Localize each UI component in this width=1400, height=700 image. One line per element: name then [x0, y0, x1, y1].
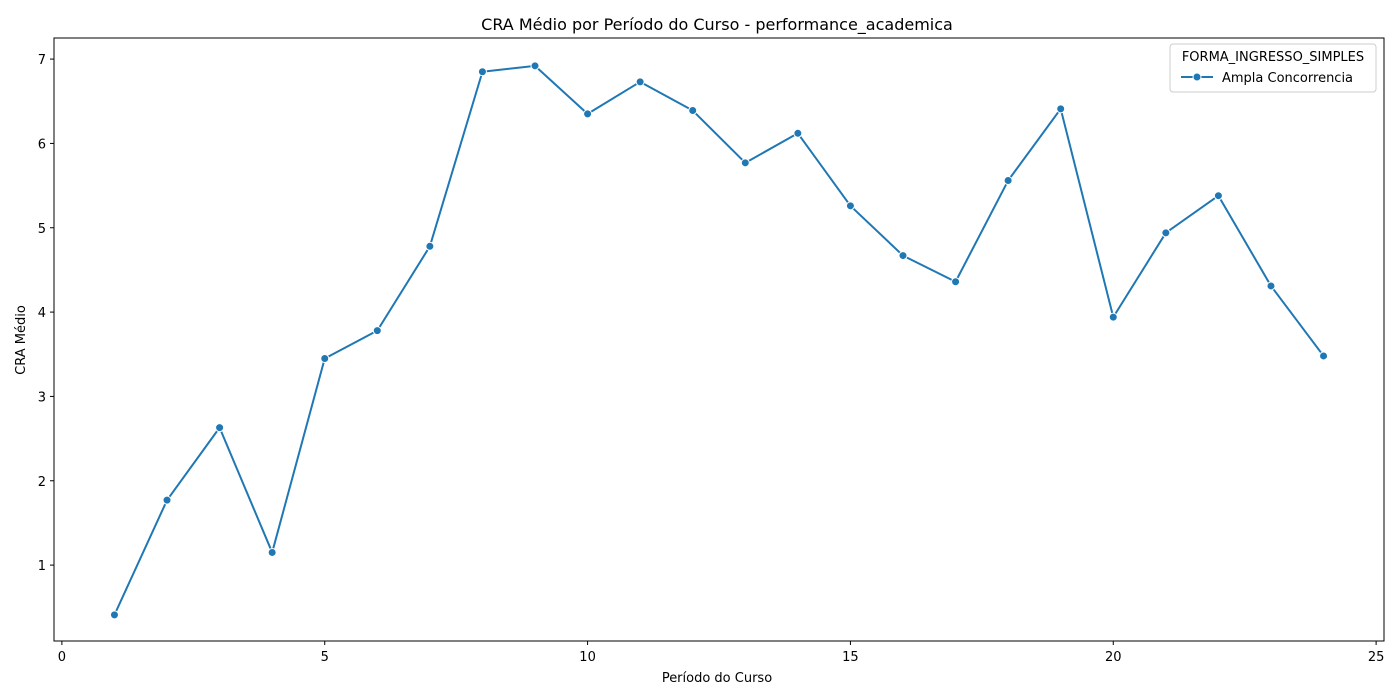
y-tick-label: 6: [38, 137, 46, 152]
y-tick-label: 1: [38, 559, 46, 574]
data-point: [1213, 191, 1223, 201]
x-axis-label: Período do Curso: [662, 671, 772, 686]
data-point: [1056, 104, 1066, 114]
data-point: [845, 201, 855, 211]
data-point: [425, 241, 435, 251]
x-tick-label: 20: [1105, 650, 1122, 665]
legend-series-marker: [1192, 72, 1202, 82]
data-point: [1266, 281, 1276, 291]
data-point: [951, 277, 961, 287]
chart-title: CRA Médio por Período do Curso - perform…: [481, 15, 953, 35]
data-point: [1161, 228, 1171, 238]
data-point: [740, 158, 750, 168]
axes-frame: [53, 37, 1385, 642]
data-point: [688, 106, 698, 116]
plot-area: 0 5 10 15 20 25 1 2 3 4 5 6 7: [38, 37, 1385, 665]
data-point: [793, 128, 803, 138]
data-point: [109, 610, 119, 620]
y-tick-label: 3: [38, 390, 46, 405]
data-point: [1108, 312, 1118, 322]
legend: FORMA_INGRESSO_SIMPLES Ampla Concorrenci…: [1169, 43, 1377, 93]
data-point: [162, 495, 172, 505]
x-tick-label: 5: [321, 650, 329, 665]
x-tick-label: 10: [579, 650, 596, 665]
data-point: [1003, 176, 1013, 186]
y-tick-label: 7: [38, 53, 46, 68]
legend-title: FORMA_INGRESSO_SIMPLES: [1182, 50, 1364, 65]
data-point: [635, 77, 645, 87]
y-axis-label: CRA Médio: [14, 305, 29, 375]
data-point: [898, 251, 908, 261]
data-point: [583, 109, 593, 119]
y-tick-label: 2: [38, 475, 46, 490]
data-point: [1319, 351, 1329, 361]
x-tick-label: 0: [58, 650, 66, 665]
y-tick-label: 5: [38, 222, 46, 237]
data-point: [267, 547, 277, 557]
data-point: [530, 61, 540, 71]
data-point: [215, 423, 225, 433]
series-line: [113, 64, 1325, 616]
legend-box: [1169, 43, 1377, 93]
data-point: [320, 353, 330, 363]
x-tick-label: 15: [842, 650, 859, 665]
data-point: [372, 326, 382, 336]
legend-series-label: Ampla Concorrencia: [1222, 71, 1353, 86]
x-tick-label: 25: [1368, 650, 1385, 665]
data-point: [477, 67, 487, 77]
y-tick-label: 4: [38, 306, 46, 321]
